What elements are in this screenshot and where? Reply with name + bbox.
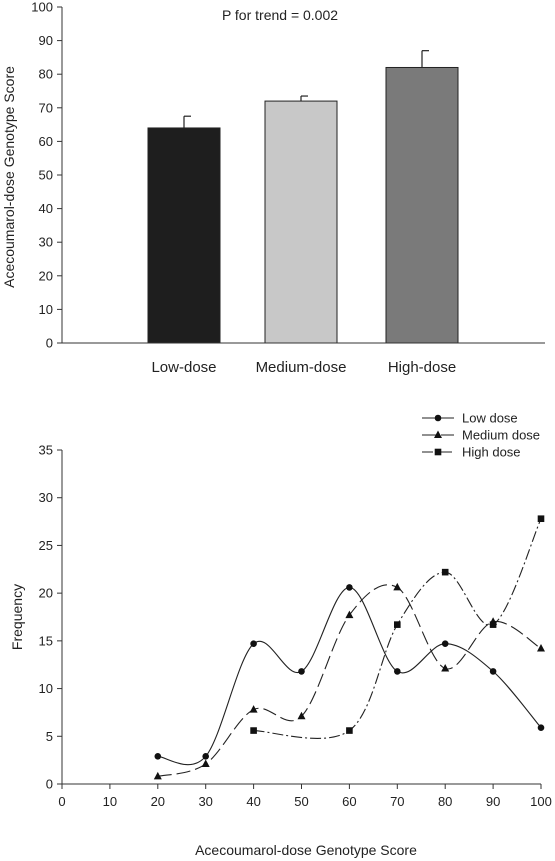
- line-x-tick-label: 10: [103, 794, 117, 809]
- data-point-medium-dose: [201, 759, 210, 767]
- line-x-tick-label: 40: [246, 794, 260, 809]
- series-low-dose: [154, 584, 545, 766]
- line-chart-ylabel: Frequency: [9, 584, 25, 650]
- line-x-tick-label: 20: [151, 794, 165, 809]
- data-point-low-dose: [346, 584, 353, 591]
- line-y-tick-label: 10: [39, 681, 53, 696]
- data-point-low-dose: [202, 753, 209, 760]
- legend-label-low-dose: Low dose: [462, 411, 518, 426]
- bar-high-dose: [385, 66, 459, 344]
- series-medium-dose: [153, 582, 545, 780]
- data-point-medium-dose: [393, 582, 402, 591]
- data-point-high-dose: [394, 621, 401, 628]
- data-point-low-dose: [394, 668, 401, 675]
- bar-y-tick-label: 10: [39, 302, 53, 317]
- data-point-high-dose: [250, 727, 257, 734]
- legend-marker-medium-dose: [434, 430, 442, 438]
- bar-y-tick-label: 80: [39, 67, 53, 82]
- bar-y-tick-label: 100: [31, 0, 53, 15]
- bar-y-tick-label: 0: [46, 336, 53, 351]
- bar-chart-annotation: P for trend = 0.002: [222, 7, 338, 23]
- data-point-high-dose: [441, 568, 449, 576]
- data-point-high-dose: [489, 621, 497, 628]
- line-chart-y-ticks: 0 5 10 15 20 25 30 35: [39, 443, 62, 792]
- data-point-low-dose: [298, 668, 305, 675]
- bar-chart: P for trend = 0.002 Acecoumarol-dose Gen…: [1, 0, 545, 376]
- data-point-medium-dose: [345, 610, 354, 619]
- data-point-medium-dose: [441, 664, 450, 672]
- line-x-tick-label: 80: [438, 794, 452, 809]
- data-point-medium-dose: [297, 711, 306, 720]
- bar-chart-y-ticks: 0 10 20 30 40 50 60 70 80 90 100: [31, 0, 62, 351]
- line-x-tick-label: 100: [530, 794, 552, 809]
- line-y-tick-label: 5: [46, 729, 53, 744]
- bar-y-tick-label: 50: [39, 168, 53, 183]
- line-x-tick-label: 50: [294, 794, 308, 809]
- bar-y-tick-label: 20: [39, 268, 53, 283]
- data-point-high-dose: [537, 515, 545, 523]
- line-x-tick-label: 90: [486, 794, 500, 809]
- line-x-tick-label: 30: [198, 794, 212, 809]
- data-point-high-dose: [346, 727, 353, 734]
- legend-label-medium-dose: Medium dose: [462, 428, 540, 443]
- bar-y-tick-label: 90: [39, 33, 53, 48]
- line-y-tick-label: 0: [46, 777, 53, 792]
- series-high-dose: [250, 515, 545, 739]
- bar-x-tick-label: Low-dose: [151, 359, 216, 376]
- bar-x-tick-label: High-dose: [388, 359, 456, 376]
- line-x-tick-label: 60: [342, 794, 356, 809]
- line-chart-xlabel: Acecoumarol-dose Genotype Score: [195, 842, 417, 858]
- line-y-tick-label: 25: [39, 538, 53, 553]
- line-chart-x-ticks: 0 10 20 30 40 50 60 70 80 90 100: [58, 784, 552, 809]
- line-chart-series: [153, 515, 545, 780]
- legend-label-high-dose: High dose: [462, 445, 521, 460]
- data-point-medium-dose: [249, 705, 258, 713]
- bar-chart-bars: [147, 66, 459, 344]
- bar-y-tick-label: 60: [39, 134, 53, 149]
- data-point-low-dose: [154, 753, 162, 760]
- data-point-low-dose: [441, 640, 449, 648]
- line-y-tick-label: 35: [39, 443, 53, 458]
- line-chart-legend: Low dose Medium dose High dose: [422, 411, 540, 460]
- bar-x-tick-label: Medium-dose: [256, 359, 347, 376]
- legend-marker-high-dose: [434, 448, 442, 456]
- line-x-tick-label: 0: [58, 794, 65, 809]
- bar-medium-dose: [264, 100, 338, 344]
- legend-marker-low-dose: [434, 414, 442, 422]
- bar-low-dose: [147, 127, 221, 344]
- bar-chart-x-tick-labels: Low-dose Medium-dose High-dose: [151, 359, 456, 376]
- line-y-tick-label: 15: [39, 633, 53, 648]
- line-y-tick-label: 30: [39, 490, 53, 505]
- data-point-medium-dose: [537, 643, 545, 652]
- line-x-tick-label: 70: [390, 794, 404, 809]
- data-point-low-dose: [537, 724, 545, 731]
- data-point-medium-dose: [153, 771, 162, 780]
- series-line-low-dose: [157, 586, 542, 766]
- bar-y-tick-label: 30: [39, 235, 53, 250]
- bar-chart-error-bars: [183, 50, 429, 128]
- data-point-low-dose: [250, 640, 257, 648]
- bar-y-tick-label: 40: [39, 201, 53, 216]
- bar-y-tick-label: 70: [39, 100, 53, 115]
- line-y-tick-label: 20: [39, 586, 53, 601]
- series-line-high-dose: [253, 518, 542, 739]
- data-point-low-dose: [489, 668, 497, 675]
- bar-chart-ylabel: Acecoumarol-dose Genotype Score: [1, 66, 17, 288]
- line-chart: Frequency Acecoumarol-dose Genotype Scor…: [9, 411, 552, 859]
